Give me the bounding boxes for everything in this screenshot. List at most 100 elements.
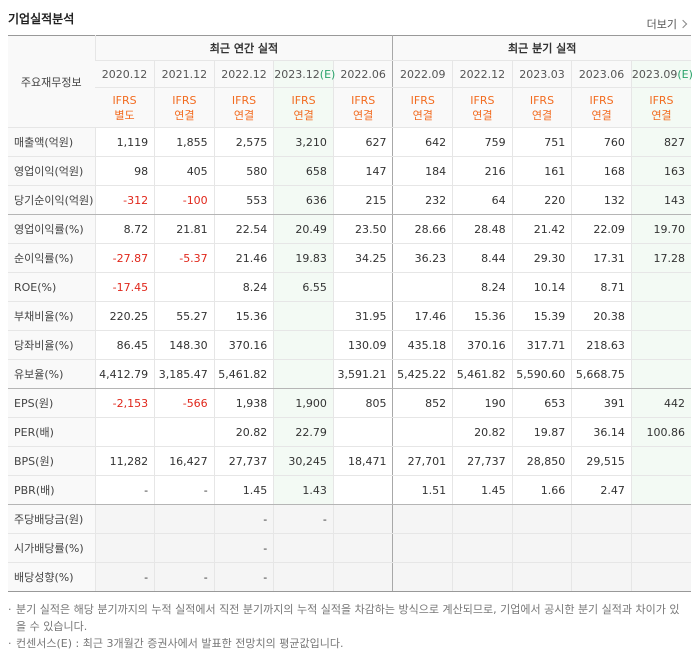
data-cell: 827 <box>630 127 692 157</box>
group-row: 주요재무정보 최근 연간 실적 최근 분기 실적 <box>8 35 692 128</box>
data-cell <box>154 504 215 534</box>
data-cell: 2,575 <box>213 127 274 157</box>
data-cell <box>273 562 334 592</box>
data-cell: 29,515 <box>571 446 632 476</box>
section-title: 기업실적분석 <box>8 12 75 26</box>
row-label: 매출액(억원) <box>8 127 95 157</box>
standard-header: IFRS 연결 <box>511 87 572 128</box>
data-cell: 8.71 <box>571 272 632 302</box>
data-cell <box>630 272 692 302</box>
data-cell <box>332 272 393 302</box>
row-label: 유보율(%) <box>8 359 95 389</box>
data-cell: 27,737 <box>213 446 274 476</box>
data-cell: 31.95 <box>332 301 393 331</box>
data-cell: 1,900 <box>273 388 334 418</box>
row-label: 부채비율(%) <box>8 301 95 331</box>
data-cell: 1.51 <box>392 475 453 505</box>
note: 컨센서스(E) : 최근 3개월간 증권사에서 발표한 전망치의 평균값입니다. <box>8 635 688 652</box>
more-link[interactable]: 더보기 <box>647 16 686 32</box>
data-cell <box>452 504 513 534</box>
data-row: 매출액(억원) 1,119 1,855 2,575 3,210 627 642 759 751 7… <box>8 127 692 157</box>
data-cell: 5,590.60 <box>511 359 572 389</box>
standard-text: IFRS <box>529 93 555 107</box>
data-cell: 22.79 <box>273 417 334 447</box>
data-cell: 1.43 <box>273 475 334 505</box>
data-cell <box>630 504 692 534</box>
data-cell: 751 <box>511 127 572 157</box>
period-date: 2023.06 <box>578 67 625 81</box>
row-label: 영업이익(억원) <box>8 156 95 186</box>
data-cell <box>94 417 155 447</box>
period-date: 2020.12 <box>101 67 148 81</box>
data-cell: 132 <box>571 185 632 215</box>
data-cell <box>392 417 453 447</box>
data-cell <box>511 533 572 563</box>
standard-text: IFRS <box>649 93 674 107</box>
standard-text: 연결 <box>531 108 553 122</box>
period-header: 2023.12(E) <box>273 60 335 88</box>
period-header: 2022.09 <box>392 60 453 88</box>
data-cell: 22.54 <box>213 214 274 244</box>
data-cell <box>392 272 453 302</box>
data-cell: - <box>213 562 274 592</box>
data-cell: 5,461.82 <box>213 359 274 389</box>
data-cell: - <box>213 504 274 534</box>
data-cell <box>154 417 215 447</box>
data-cell: 8.72 <box>94 214 155 244</box>
data-cell: 29.30 <box>511 243 572 273</box>
standard-text: 연결 <box>353 108 374 122</box>
data-cell: 98 <box>94 156 155 186</box>
data-cell: 21.81 <box>154 214 215 244</box>
data-cell: 20.82 <box>452 417 513 447</box>
standard-header: IFRS 연결 <box>571 87 632 128</box>
data-cell: 580 <box>213 156 274 186</box>
data-cell <box>630 475 692 505</box>
data-cell <box>332 562 393 592</box>
data-cell: - <box>213 533 274 563</box>
data-cell: 8.44 <box>452 243 513 273</box>
period-header: 2023.06 <box>571 60 632 88</box>
data-cell <box>332 504 393 534</box>
data-cell: 28,850 <box>511 446 572 476</box>
standard-text: 연결 <box>591 108 612 122</box>
data-cell <box>630 533 692 563</box>
data-cell: 442 <box>630 388 692 418</box>
standard-text: IFRS <box>172 93 197 107</box>
standard-header: IFRS 연결 <box>392 87 453 128</box>
corner-header: 주요재무정보 <box>8 35 95 128</box>
data-cell: 190 <box>452 388 513 418</box>
standard-text: 연결 <box>233 108 255 122</box>
data-row: 당좌비율(%) 86.45 148.30 370.16 130.09 435.18 370.… <box>8 330 692 360</box>
row-label: 당좌비율(%) <box>8 330 95 360</box>
standard-text: IFRS <box>112 93 137 107</box>
data-cell: 658 <box>273 156 334 186</box>
data-cell: 8.24 <box>213 272 274 302</box>
data-cell: 11,282 <box>94 446 155 476</box>
data-cell: 20.38 <box>571 301 632 331</box>
standard-text: 연결 <box>472 108 493 122</box>
data-cell <box>332 417 393 447</box>
data-cell: 17.31 <box>571 243 632 273</box>
data-cell <box>273 301 334 331</box>
period-header: 2021.12 <box>154 60 215 88</box>
standard-text: IFRS <box>291 93 316 107</box>
data-cell: - <box>94 475 155 505</box>
data-cell: -566 <box>154 388 215 418</box>
data-cell <box>273 533 334 563</box>
data-cell: 4,412.79 <box>94 359 155 389</box>
period-header: 2022.12 <box>452 60 513 88</box>
period-date: 2022.06 <box>340 67 386 81</box>
data-row: PBR(배) - -1.45 1.43 1.51 1.45 1.66 2.47 <box>8 475 692 505</box>
data-cell: 636 <box>273 185 334 215</box>
data-cell: - <box>94 562 155 592</box>
data-cell <box>392 562 453 592</box>
data-cell <box>511 562 572 592</box>
data-cell <box>94 533 155 563</box>
standard-text: IFRS <box>589 93 614 107</box>
data-cell: 21.46 <box>213 243 274 273</box>
data-cell: 1,938 <box>213 388 274 418</box>
data-row: 당기순이익(억원) -312 -100 553 636 215 232 64 220 132 143 <box>8 185 692 215</box>
data-cell: 148.30 <box>154 330 215 360</box>
data-cell: 5,461.82 <box>452 359 513 389</box>
